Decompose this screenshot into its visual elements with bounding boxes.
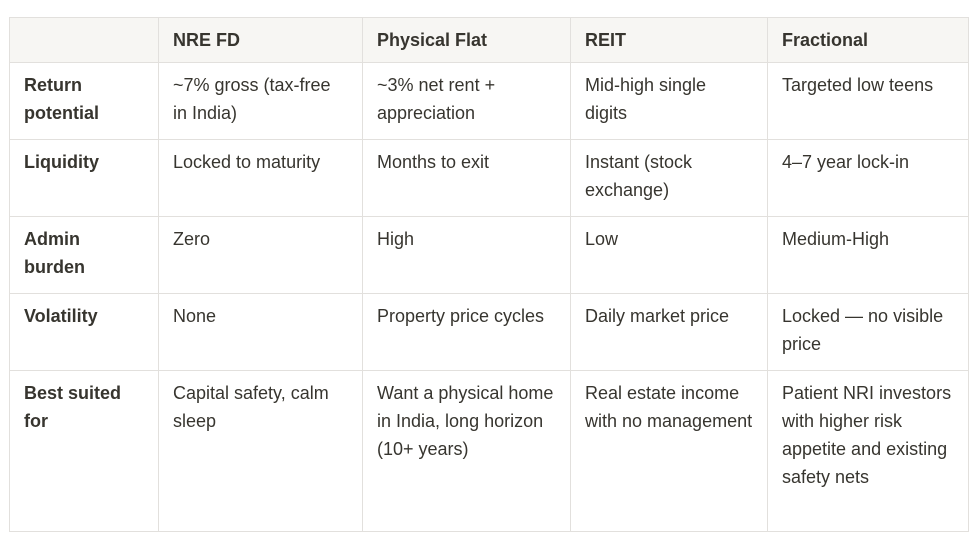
- comparison-table-container: NRE FD Physical Flat REIT Fractional Return…: [9, 17, 969, 532]
- table-cell: ~3% net rent + appreciation: [362, 62, 571, 140]
- corner-cell: [9, 17, 159, 63]
- table-cell: Mid-high single digits: [570, 62, 768, 140]
- table-cell: Real estate income with no management: [570, 370, 768, 532]
- table-cell: Zero: [158, 216, 363, 294]
- table-row: Volatility None Property price cycles Daily…: [9, 293, 969, 371]
- table-cell: High: [362, 216, 571, 294]
- table-row: Liquidity Locked to maturity Months to exi…: [9, 139, 969, 217]
- table-cell: Property price cycles: [362, 293, 571, 371]
- row-label: Return potential: [9, 62, 159, 140]
- table-row: Admin burden Zero High Low Medium-High: [9, 216, 969, 294]
- column-header: Physical Flat: [362, 17, 571, 63]
- column-header: Fractional: [767, 17, 969, 63]
- table-cell: Capital safety, calm sleep: [158, 370, 363, 532]
- table-row: Best suited for Capital safety, calm slee…: [9, 370, 969, 532]
- table-cell: Patient NRI investors with higher risk a…: [767, 370, 969, 532]
- table-cell: Instant (stock exchange): [570, 139, 768, 217]
- row-label: Admin burden: [9, 216, 159, 294]
- row-label: Liquidity: [9, 139, 159, 217]
- table-cell: 4–7 year lock-in: [767, 139, 969, 217]
- table-cell: Months to exit: [362, 139, 571, 217]
- row-label: Volatility: [9, 293, 159, 371]
- table-cell: Locked — no visible price: [767, 293, 969, 371]
- table-cell: Daily market price: [570, 293, 768, 371]
- investment-comparison-table: NRE FD Physical Flat REIT Fractional Return…: [9, 17, 969, 532]
- column-header: NRE FD: [158, 17, 363, 63]
- table-cell: Targeted low teens: [767, 62, 969, 140]
- table-cell: None: [158, 293, 363, 371]
- table-cell: ~7% gross (tax-free in India): [158, 62, 363, 140]
- table-body: Return potential ~7% gross (tax-free in I…: [9, 62, 969, 532]
- table-cell: Want a physical home in India, long hori…: [362, 370, 571, 532]
- table-cell: Locked to maturity: [158, 139, 363, 217]
- table-row: Return potential ~7% gross (tax-free in I…: [9, 62, 969, 140]
- table-cell: Medium-High: [767, 216, 969, 294]
- table-cell: Low: [570, 216, 768, 294]
- column-header: REIT: [570, 17, 768, 63]
- row-label: Best suited for: [9, 370, 159, 532]
- table-header-row: NRE FD Physical Flat REIT Fractional: [9, 17, 969, 63]
